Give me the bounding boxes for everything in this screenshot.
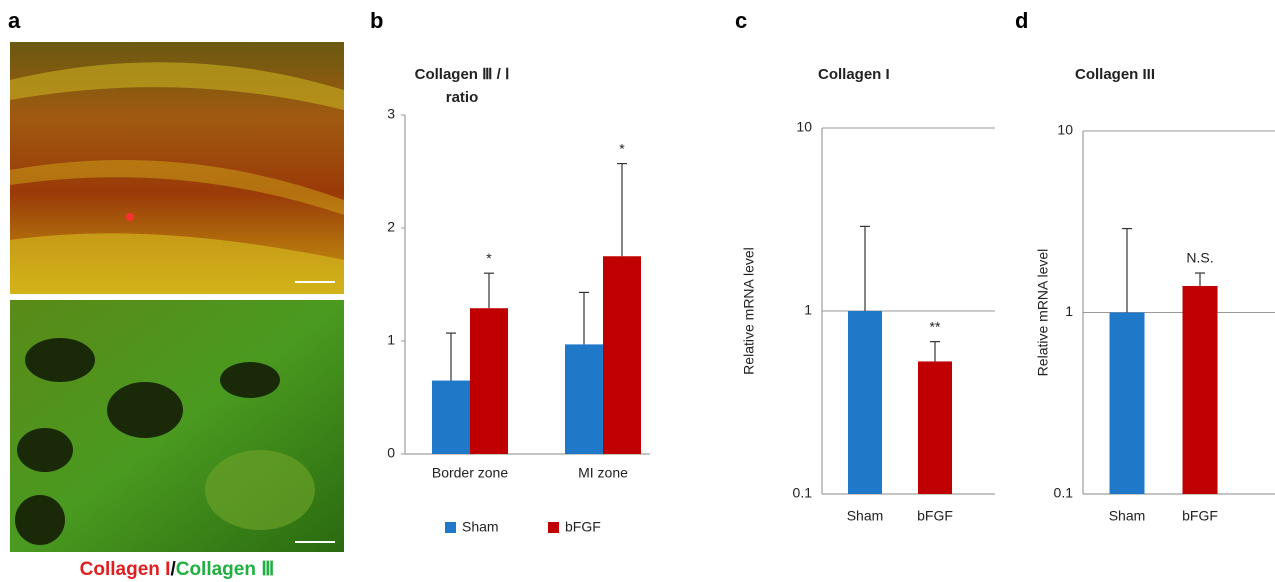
chart-title: ratio [446, 89, 479, 106]
bar [918, 361, 952, 494]
micrograph-bottom [10, 300, 344, 552]
chart-title: Collagen I [818, 66, 890, 83]
y-tick-label: 10 [1057, 122, 1073, 138]
y-tick-label: 2 [387, 219, 395, 235]
y-axis-label: Relative mRNA level [741, 247, 757, 375]
caption-red: Collagen I [80, 559, 171, 580]
caption-green: Collagen Ⅲ [176, 559, 275, 580]
bar [848, 311, 882, 494]
micrograph-top [10, 42, 344, 294]
bar [1182, 285, 1218, 494]
panel-label: c [735, 8, 747, 33]
legend-label: bFGF [565, 519, 601, 535]
y-tick-label: 0.1 [1054, 485, 1074, 501]
y-tick-label: 1 [804, 302, 812, 318]
annotation: N.S. [1186, 250, 1213, 266]
x-tick-label: Border zone [432, 465, 508, 481]
legend-label: Sham [462, 519, 499, 535]
legend-swatch [445, 522, 456, 533]
caption-slash: / [170, 559, 176, 580]
bar [1109, 312, 1145, 494]
y-tick-label: 0 [387, 445, 395, 461]
y-tick-label: 3 [387, 106, 395, 122]
y-tick-label: 0.1 [793, 485, 813, 501]
annotation: * [486, 250, 492, 266]
bar [603, 256, 641, 454]
y-axis-label: Relative mRNA level [1035, 249, 1051, 377]
bar [565, 344, 603, 454]
panel-label: d [1015, 8, 1028, 33]
y-tick-label: 1 [387, 332, 395, 348]
legend-swatch [548, 522, 559, 533]
x-tick-label: bFGF [1182, 508, 1218, 524]
bar [470, 308, 508, 454]
caption: Collagen I/Collagen Ⅲ [80, 559, 275, 580]
annotation: ** [930, 318, 941, 334]
chart-title: Collagen Ⅲ / Ⅰ [415, 66, 510, 83]
panel-label: a [8, 8, 21, 33]
annotation: * [619, 140, 625, 156]
y-tick-label: 1 [1065, 303, 1073, 319]
x-tick-label: Sham [847, 508, 884, 524]
chart-title: Collagen III [1075, 66, 1155, 83]
bar [432, 380, 470, 454]
y-tick-label: 10 [796, 119, 812, 135]
x-tick-label: Sham [1109, 508, 1146, 524]
x-tick-label: MI zone [578, 465, 628, 481]
x-tick-label: bFGF [917, 508, 953, 524]
panel-label: b [370, 8, 383, 33]
